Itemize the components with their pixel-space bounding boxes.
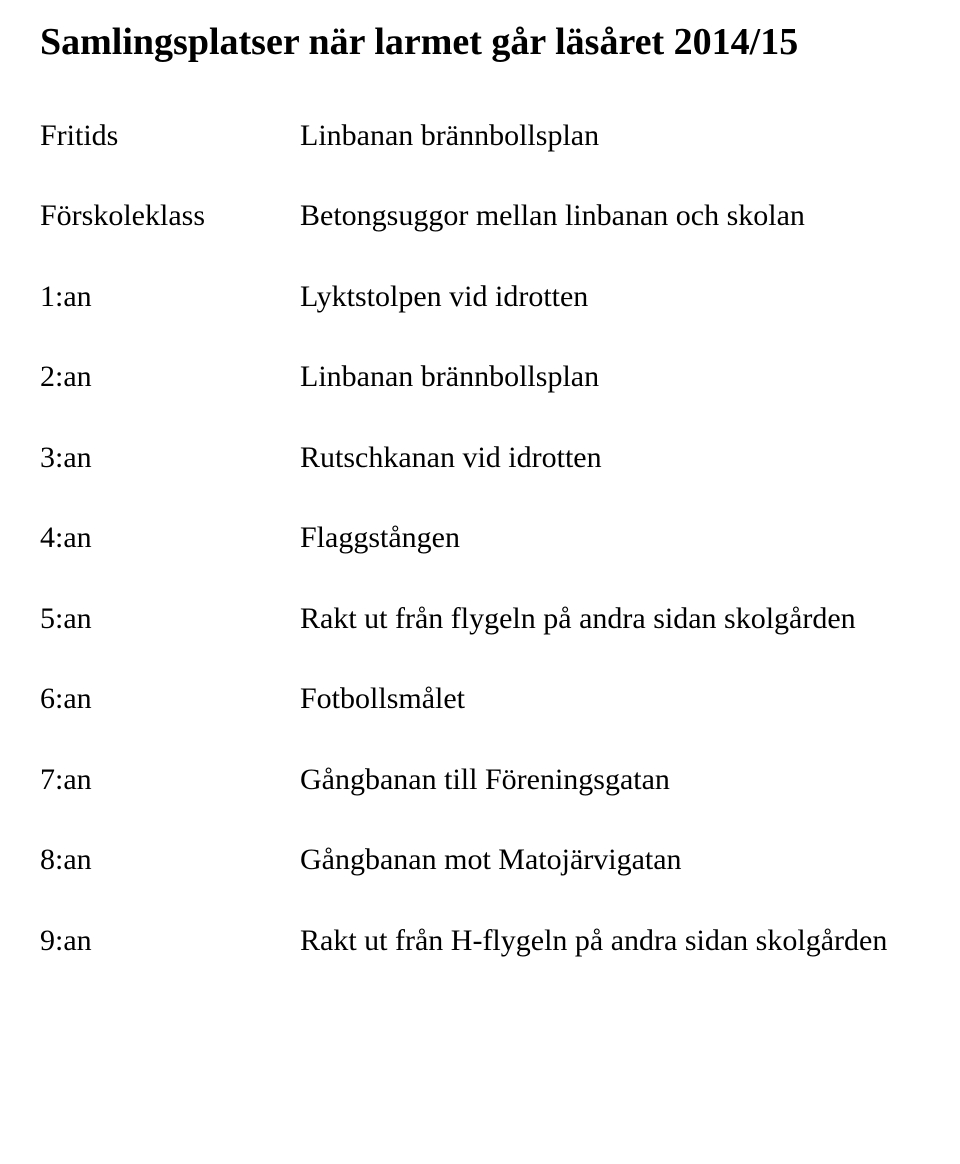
- table-row: 4:an Flaggstången: [40, 518, 920, 559]
- table-row: 9:an Rakt ut från H-flygeln på andra sid…: [40, 921, 920, 962]
- table-row: 8:an Gångbanan mot Matojärvigatan: [40, 840, 920, 881]
- row-label: 1:an: [40, 277, 300, 318]
- table-row: 6:an Fotbollsmålet: [40, 679, 920, 720]
- row-label: Fritids: [40, 116, 300, 157]
- row-label: Förskoleklass: [40, 196, 300, 237]
- table-row: Förskoleklass Betongsuggor mellan linban…: [40, 196, 920, 237]
- table-row: 2:an Linbanan brännbollsplan: [40, 357, 920, 398]
- table-row: 5:an Rakt ut från flygeln på andra sidan…: [40, 599, 920, 640]
- row-label: 8:an: [40, 840, 300, 881]
- table-row: 3:an Rutschkanan vid idrotten: [40, 438, 920, 479]
- row-label: 4:an: [40, 518, 300, 559]
- row-value: Betongsuggor mellan linbanan och skolan: [300, 196, 920, 237]
- row-value: Gångbanan mot Matojärvigatan: [300, 840, 920, 881]
- row-label: 6:an: [40, 679, 300, 720]
- row-value: Rakt ut från flygeln på andra sidan skol…: [300, 599, 920, 640]
- row-label: 5:an: [40, 599, 300, 640]
- row-value: Linbanan brännbollsplan: [300, 116, 920, 157]
- row-value: Gångbanan till Föreningsgatan: [300, 760, 920, 801]
- row-value: Flaggstången: [300, 518, 920, 559]
- table-row: 7:an Gångbanan till Föreningsgatan: [40, 760, 920, 801]
- table-row: Fritids Linbanan brännbollsplan: [40, 116, 920, 157]
- row-value: Lyktstolpen vid idrotten: [300, 277, 920, 318]
- row-label: 9:an: [40, 921, 300, 962]
- row-value: Linbanan brännbollsplan: [300, 357, 920, 398]
- page-title: Samlingsplatser när larmet går läsåret 2…: [40, 20, 920, 66]
- document-page: Samlingsplatser när larmet går läsåret 2…: [0, 0, 960, 1061]
- row-label: 7:an: [40, 760, 300, 801]
- row-label: 2:an: [40, 357, 300, 398]
- table-row: 1:an Lyktstolpen vid idrotten: [40, 277, 920, 318]
- row-label: 3:an: [40, 438, 300, 479]
- row-value: Rakt ut från H-flygeln på andra sidan sk…: [300, 921, 920, 962]
- row-value: Fotbollsmålet: [300, 679, 920, 720]
- row-value: Rutschkanan vid idrotten: [300, 438, 920, 479]
